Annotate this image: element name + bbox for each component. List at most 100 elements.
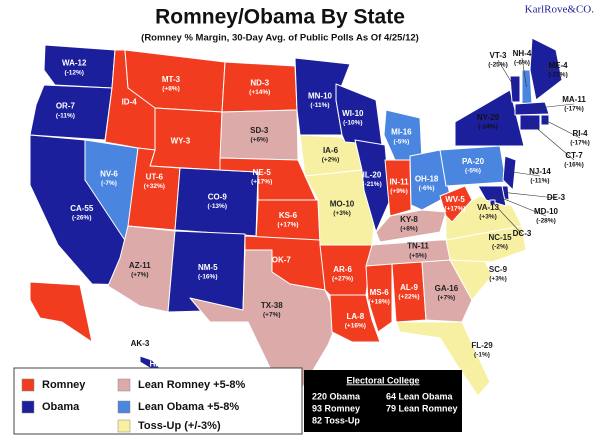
state-margin: (-28%)	[536, 218, 556, 225]
state	[421, 259, 473, 323]
state-label: MT-3	[162, 75, 181, 84]
state-label: DC-3	[513, 229, 532, 238]
state-label: SD-3	[250, 126, 269, 135]
state-label: CT-7	[565, 151, 583, 160]
state-label: IN-11	[389, 178, 409, 187]
state	[329, 294, 381, 343]
state-margin: (+22%)	[398, 294, 419, 301]
state	[439, 185, 473, 223]
state-margin: (-10%)	[343, 119, 363, 126]
state-margin: (+2%)	[322, 156, 340, 163]
state-label: ME-4	[548, 61, 568, 70]
state-label: AZ-11	[129, 261, 151, 270]
state-label: AL-9	[400, 283, 418, 292]
state-margin: (+3%)	[489, 276, 507, 283]
state-margin: (-16%)	[198, 273, 218, 280]
state-label: HI-4	[149, 360, 165, 369]
state-label: AK-3	[131, 339, 150, 348]
state-margin: (-26%)	[72, 214, 92, 221]
state-label: IL-20	[363, 171, 382, 180]
state-margin: (+8%)	[162, 86, 180, 93]
state-label: MS-6	[370, 288, 390, 297]
state-margin: (-13%)	[207, 203, 227, 210]
state-margin: (-2%)	[492, 244, 508, 251]
state-label: OH-18	[415, 174, 439, 183]
state-label: WY-3	[171, 136, 191, 145]
state-label: SC-9	[489, 265, 508, 274]
state-margin: (+18%)	[369, 299, 390, 306]
legend-swatch	[21, 400, 35, 414]
state	[384, 159, 412, 217]
state-label: UT-6	[146, 172, 164, 181]
leader-line	[505, 192, 557, 199]
electoral-item: 64 Lean Obama	[386, 391, 454, 401]
state-margin: (+16%)	[345, 323, 366, 330]
state-margin: (+3%)	[333, 210, 351, 217]
state	[502, 155, 517, 191]
state-margin: (-21%)	[548, 72, 568, 79]
state-margin: (+7%)	[263, 311, 281, 318]
state-margin: (+8%)	[400, 226, 418, 233]
state-margin: (+9%)	[390, 188, 408, 195]
state-label: MO-10	[330, 200, 355, 209]
state-label: WV-5	[445, 195, 465, 204]
state-margin: (+5%)	[409, 252, 427, 259]
state-label: MA-11	[562, 95, 586, 104]
state-label: ID-4	[122, 98, 138, 107]
state-label: DE-3	[547, 193, 566, 202]
legend-label: Lean Obama +5-8%	[138, 401, 239, 413]
subtitle: (Romney % Margin, 30-Day Avg. of Public …	[141, 33, 419, 44]
electoral-title: Electoral College	[346, 375, 419, 385]
leader-line	[544, 119, 581, 139]
legend-box	[13, 367, 303, 435]
state	[521, 69, 533, 105]
state-label: NM-5	[198, 263, 218, 272]
state-margin: (-6%)	[514, 60, 530, 67]
state-margin: (+3%)	[479, 214, 497, 221]
legend-swatch	[117, 378, 131, 392]
leader-line	[509, 171, 541, 177]
state	[529, 37, 563, 101]
leader-line	[497, 59, 516, 90]
state-margin: (-11%)	[530, 178, 549, 185]
electoral-college: Electoral College 220 Obama 64 Lean Obama 9…	[312, 375, 458, 425]
state-margin: (-5%)	[393, 138, 409, 145]
state-margin: (-17%)	[570, 140, 590, 147]
state-label: KY-8	[400, 215, 418, 224]
state-label: CA-55	[70, 204, 94, 213]
title: Romney/Obama By State	[155, 6, 405, 29]
state-label: NE-5	[253, 168, 272, 177]
state-label: AR-6	[333, 265, 352, 274]
legend-label: Romney	[42, 379, 86, 391]
state-label: MD-10	[534, 207, 559, 216]
state-label: RI-4	[572, 129, 588, 138]
leader-line	[543, 67, 559, 71]
state	[335, 83, 383, 146]
state-margin: (-1%)	[474, 352, 490, 359]
state-label: NJ-14	[529, 167, 551, 176]
state-label: MN-10	[308, 91, 333, 100]
state-label: NH-4	[513, 49, 532, 58]
state-margin: (-7%)	[101, 180, 117, 187]
state-margin: (+27%)	[332, 276, 353, 283]
state-label: PA-20	[462, 157, 485, 166]
state-label: TX-38	[261, 301, 283, 310]
state-margin: (+7%)	[131, 272, 149, 279]
state-margin: (+7%)	[438, 295, 456, 302]
legend-label: Toss-Up (+/-3%)	[138, 420, 221, 432]
state-label: WA-12	[62, 59, 87, 68]
state-label: VA-13	[477, 203, 500, 212]
state-label: ND-3	[250, 79, 269, 88]
logo: KarlRove&CO.	[525, 4, 595, 16]
state-label: TN-11	[407, 242, 429, 251]
state-margin: (-25%)	[488, 62, 508, 69]
state	[189, 249, 339, 393]
legend-swatch	[117, 419, 131, 433]
state-margin: (+6%)	[250, 137, 268, 144]
state-label: NV-6	[100, 169, 118, 178]
legend: Romney Obama Lean Romney +5-8% Lean Obama +…	[21, 378, 246, 433]
state	[365, 263, 393, 333]
leader-line	[530, 103, 575, 110]
states	[29, 37, 563, 397]
